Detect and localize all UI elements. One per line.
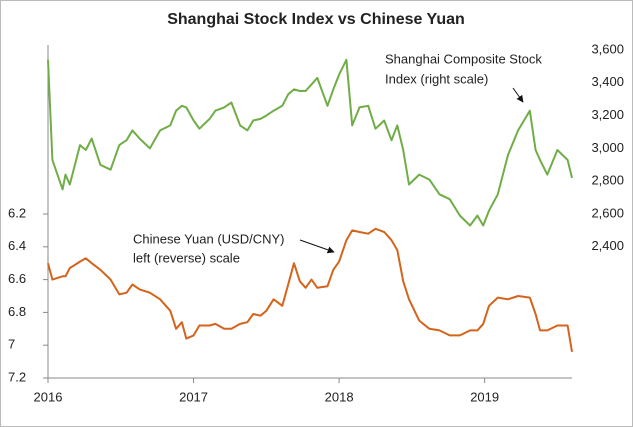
annotation: Shanghai Composite Stock xyxy=(385,51,542,66)
annotation: Index (right scale) xyxy=(385,71,488,86)
y2-tick-label: 3,400 xyxy=(591,74,624,89)
annotation-arrow xyxy=(512,87,524,103)
x-tick-label: 2016 xyxy=(34,389,63,404)
annotation: left (reverse) scale xyxy=(133,250,240,265)
annotation-arrow xyxy=(299,239,335,254)
y-tick-label: 6.4 xyxy=(8,238,26,253)
x-tick-label: 2019 xyxy=(470,389,499,404)
y2-tick-label: 3,600 xyxy=(591,41,624,56)
series-line xyxy=(47,58,573,227)
y2-tick-label: 2,600 xyxy=(591,205,624,220)
x-tick-label: 2017 xyxy=(179,389,208,404)
y2-tick-label: 2,400 xyxy=(591,238,624,253)
y-tick-label: 6.8 xyxy=(8,304,26,319)
y2-tick-label: 2,800 xyxy=(591,173,624,188)
y-tick-label: 6.6 xyxy=(8,271,26,286)
y2-tick-label: 3,200 xyxy=(591,107,624,122)
y-tick-label: 7.2 xyxy=(8,369,26,384)
chart-title: Shanghai Stock Index vs Chinese Yuan xyxy=(167,11,465,28)
series-line xyxy=(47,227,573,352)
y-tick-label: 7 xyxy=(8,337,15,352)
y2-tick-label: 3,000 xyxy=(591,140,624,155)
y-tick-label: 6.2 xyxy=(8,205,26,220)
x-tick-label: 2018 xyxy=(325,389,354,404)
annotation: Chinese Yuan (USD/CNY) xyxy=(133,231,285,246)
